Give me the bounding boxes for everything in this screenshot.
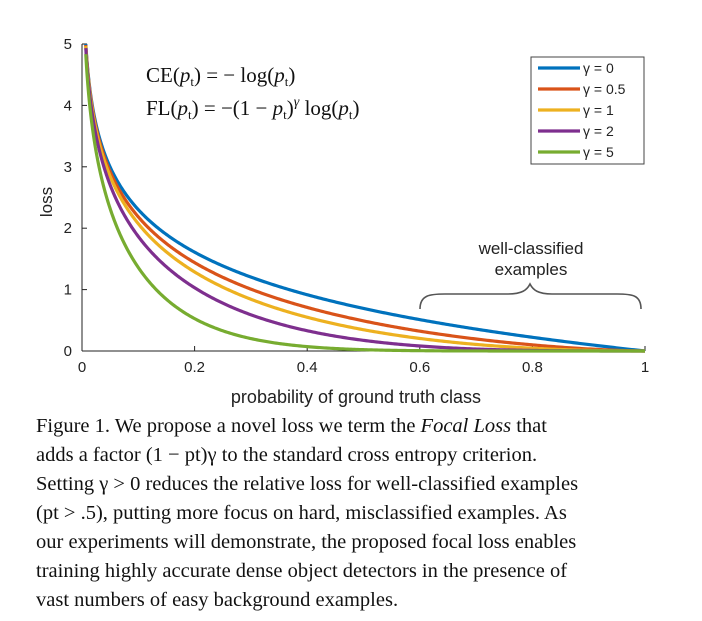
x-tick-label: 0: [78, 359, 86, 376]
x-tick-label: 0.8: [522, 359, 543, 376]
annotation-line2: examples: [495, 260, 568, 279]
legend-label: γ = 2: [583, 123, 614, 139]
x-axis-label: probability of ground truth class: [231, 387, 481, 407]
y-axis-label: loss: [37, 187, 56, 217]
formula-fl: FL(pt) = −(1 − pt)γ log(pt): [146, 95, 360, 122]
x-tick-label: 0.6: [409, 359, 430, 376]
legend-label: γ = 1: [583, 102, 614, 118]
legend-label: γ = 0.5: [583, 81, 626, 97]
caption-line-6: training highly accurate dense object de…: [36, 560, 568, 582]
annotation-line1: well-classified: [478, 239, 584, 258]
y-tick-label: 5: [64, 36, 72, 53]
series-line-gamma-5: [84, 54, 645, 353]
focal-loss-chart: 0 0.2 0.4 0.6 0.8 1 0 1 2 3 4 5 loss probability of…: [37, 36, 649, 407]
caption-line-4: (pt > .5), putting more focus on hard, m…: [36, 502, 567, 524]
caption-line-1: Figure 1. We propose a novel loss we ter…: [36, 415, 547, 437]
caption-line-3: Setting γ > 0 reduces the relative loss …: [36, 473, 579, 495]
series-line-gamma-0: [84, 43, 646, 353]
formula-ce: CE(pt) = − log(pt): [146, 63, 295, 89]
y-tick-label: 0: [64, 343, 72, 360]
caption-line-2: adds a factor (1 − pt)γ to the standard …: [36, 444, 538, 466]
series-line-gamma-0-5: [84, 44, 646, 353]
annotation-brace: [419, 282, 642, 310]
figure-caption: Figure 1. We propose a novel loss we ter…: [36, 412, 668, 615]
series-line-gamma-1: [84, 45, 645, 353]
caption-line-5: our experiments will demonstrate, the pr…: [36, 531, 577, 553]
legend-label: γ = 0: [583, 60, 614, 76]
legend-label: γ = 5: [583, 144, 614, 160]
x-tick-label: 0.4: [297, 359, 318, 376]
y-tick-label: 3: [64, 159, 72, 176]
y-tick-label: 1: [64, 282, 72, 299]
y-tick-label: 4: [64, 97, 72, 114]
caption-line-7: vast numbers of easy background examples…: [36, 589, 399, 611]
x-tick-label: 1: [641, 359, 649, 376]
y-tick-label: 2: [64, 220, 72, 237]
x-tick-label: 0.2: [184, 359, 205, 376]
